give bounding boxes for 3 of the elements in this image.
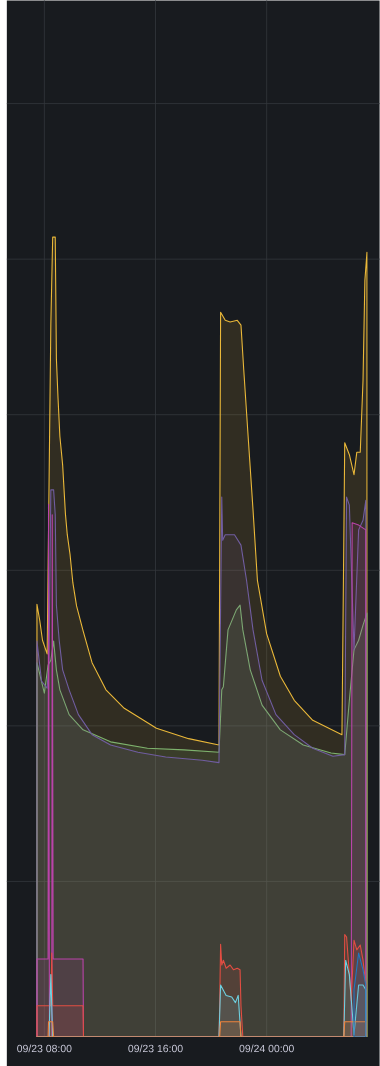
x-tick-label: 09/24 00:00: [239, 1044, 294, 1053]
x-tick-label: 09/23 16:00: [128, 1044, 183, 1053]
x-tick-label: 09/23 08:00: [17, 1044, 72, 1053]
